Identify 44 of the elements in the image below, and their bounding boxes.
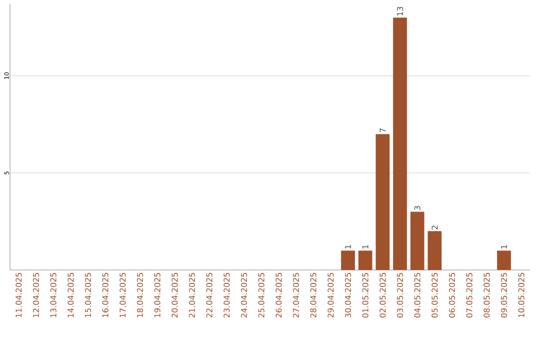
- data-label: 7: [380, 128, 386, 132]
- x-tick-label: 21.04.2025: [188, 272, 196, 318]
- x-tick-label: 07.05.2025: [466, 272, 472, 318]
- bar: [393, 18, 407, 270]
- bar: [358, 250, 372, 270]
- bar: [376, 134, 390, 270]
- x-tick-label: 26.04.2025: [276, 272, 282, 318]
- bar: [428, 231, 442, 270]
- x-tick-label: 16.04.2025: [102, 272, 108, 318]
- data-label: 2: [432, 226, 438, 230]
- x-tick-label: 12.04.2025: [32, 272, 40, 318]
- data-label: 1: [501, 245, 507, 249]
- x-tick-label: 11.04.2025: [16, 272, 22, 318]
- x-tick-label: 02.05.2025: [380, 272, 386, 318]
- x-tick-label: 14.04.2025: [68, 272, 74, 318]
- data-label: 13: [396, 6, 404, 16]
- x-tick-label: 17.04.2025: [120, 272, 126, 318]
- x-tick-label: 08.05.2025: [484, 272, 490, 318]
- bar: [410, 212, 424, 270]
- x-tick-label: 05.05.2025: [432, 272, 438, 318]
- x-tick-label: 27.04.2025: [292, 272, 300, 318]
- x-tick-label: 04.05.2025: [414, 272, 420, 318]
- x-tick-label: 10.05.2025: [518, 272, 524, 318]
- x-tick-label: 28.04.2025: [310, 272, 316, 318]
- x-tick-label: 18.04.2025: [136, 272, 144, 318]
- x-tick-label: 01.05.2025: [362, 272, 368, 318]
- x-tick-label: 20.04.2025: [172, 272, 178, 318]
- x-tick-label: 25.04.2025: [258, 272, 264, 318]
- x-tick-label: 15.04.2025: [84, 272, 92, 318]
- x-tick-label: 06.05.2025: [448, 272, 456, 318]
- x-tick-label: 03.05.2025: [396, 272, 404, 318]
- data-label: 1: [345, 245, 351, 249]
- x-tick-label: 30.04.2025: [344, 272, 352, 318]
- x-tick-label: 09.05.2025: [500, 272, 508, 318]
- data-label: 1: [362, 245, 368, 249]
- x-tick-label: 24.04.2025: [240, 272, 248, 318]
- x-tick-label: 23.04.2025: [224, 272, 230, 318]
- x-tick-label: 29.04.2025: [328, 272, 334, 318]
- bar: [497, 250, 511, 270]
- x-tick-label: 22.04.2025: [206, 272, 212, 318]
- x-tick-label: 19.04.2025: [154, 272, 160, 318]
- x-tick-label: 13.04.2025: [50, 272, 56, 318]
- data-label: 3: [414, 206, 420, 210]
- bar: [341, 250, 355, 270]
